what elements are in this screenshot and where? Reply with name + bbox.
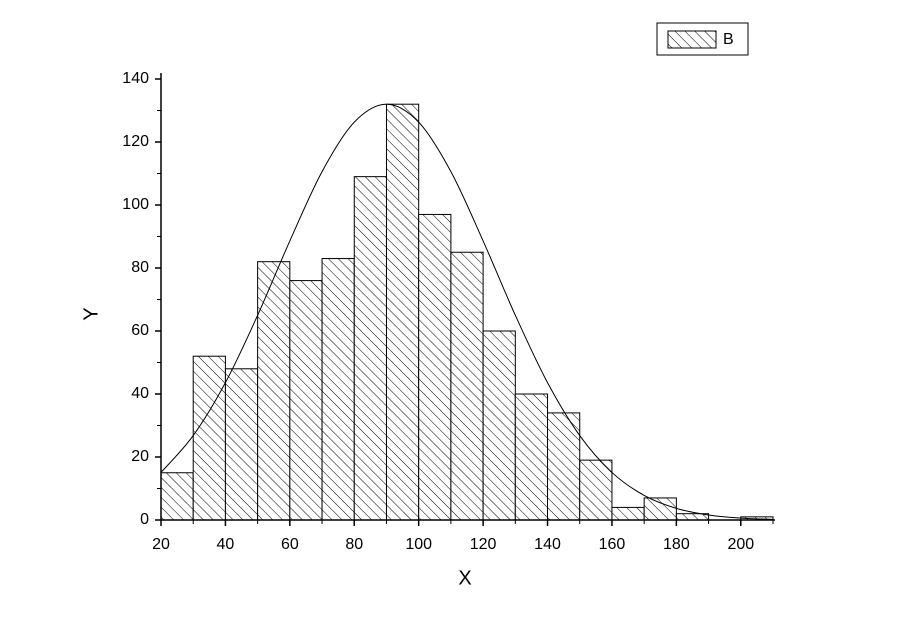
histogram-bar — [353, 176, 387, 521]
y-tick-label: 0 — [140, 511, 149, 528]
histogram-bar — [289, 280, 323, 521]
histogram-bar — [257, 261, 291, 521]
histogram-bar — [482, 330, 516, 521]
histogram-bar — [611, 506, 645, 521]
histogram-bar — [224, 368, 259, 521]
histogram-bar — [321, 258, 355, 521]
legend-label: B — [723, 31, 734, 48]
x-tick-label: 80 — [345, 536, 363, 553]
legend: B — [656, 22, 749, 56]
histogram-bar — [385, 103, 420, 521]
histogram-bar — [643, 497, 677, 521]
y-tick-label: 40 — [131, 385, 149, 402]
x-tick-label: 40 — [217, 536, 235, 553]
histogram-bar — [514, 393, 549, 521]
histogram-bar — [450, 251, 484, 521]
histogram-bar — [579, 459, 613, 521]
histogram-bar — [547, 412, 581, 521]
x-tick-label: 200 — [727, 536, 754, 553]
x-tick-label: 160 — [599, 536, 626, 553]
y-tick-label: 140 — [122, 70, 149, 87]
x-tick-label: 100 — [405, 536, 432, 553]
y-tick-label: 80 — [131, 259, 149, 276]
y-tick-label: 60 — [131, 322, 149, 339]
y-tick-label: 100 — [122, 196, 149, 213]
x-tick-label: 120 — [470, 536, 497, 553]
histogram-bar — [192, 355, 226, 521]
histogram-bar — [160, 472, 194, 521]
y-tick-label: 120 — [122, 133, 149, 150]
x-tick-label: 60 — [281, 536, 299, 553]
y-tick-label: 20 — [131, 448, 149, 465]
legend-swatch — [667, 30, 717, 49]
fit-curve — [160, 103, 774, 520]
x-tick-label: 140 — [534, 536, 561, 553]
x-axis-title: X — [458, 567, 471, 589]
x-tick-label: 20 — [152, 536, 170, 553]
histogram-bar — [418, 213, 452, 521]
x-tick-label: 180 — [663, 536, 690, 553]
y-axis-title: Y — [80, 307, 102, 320]
